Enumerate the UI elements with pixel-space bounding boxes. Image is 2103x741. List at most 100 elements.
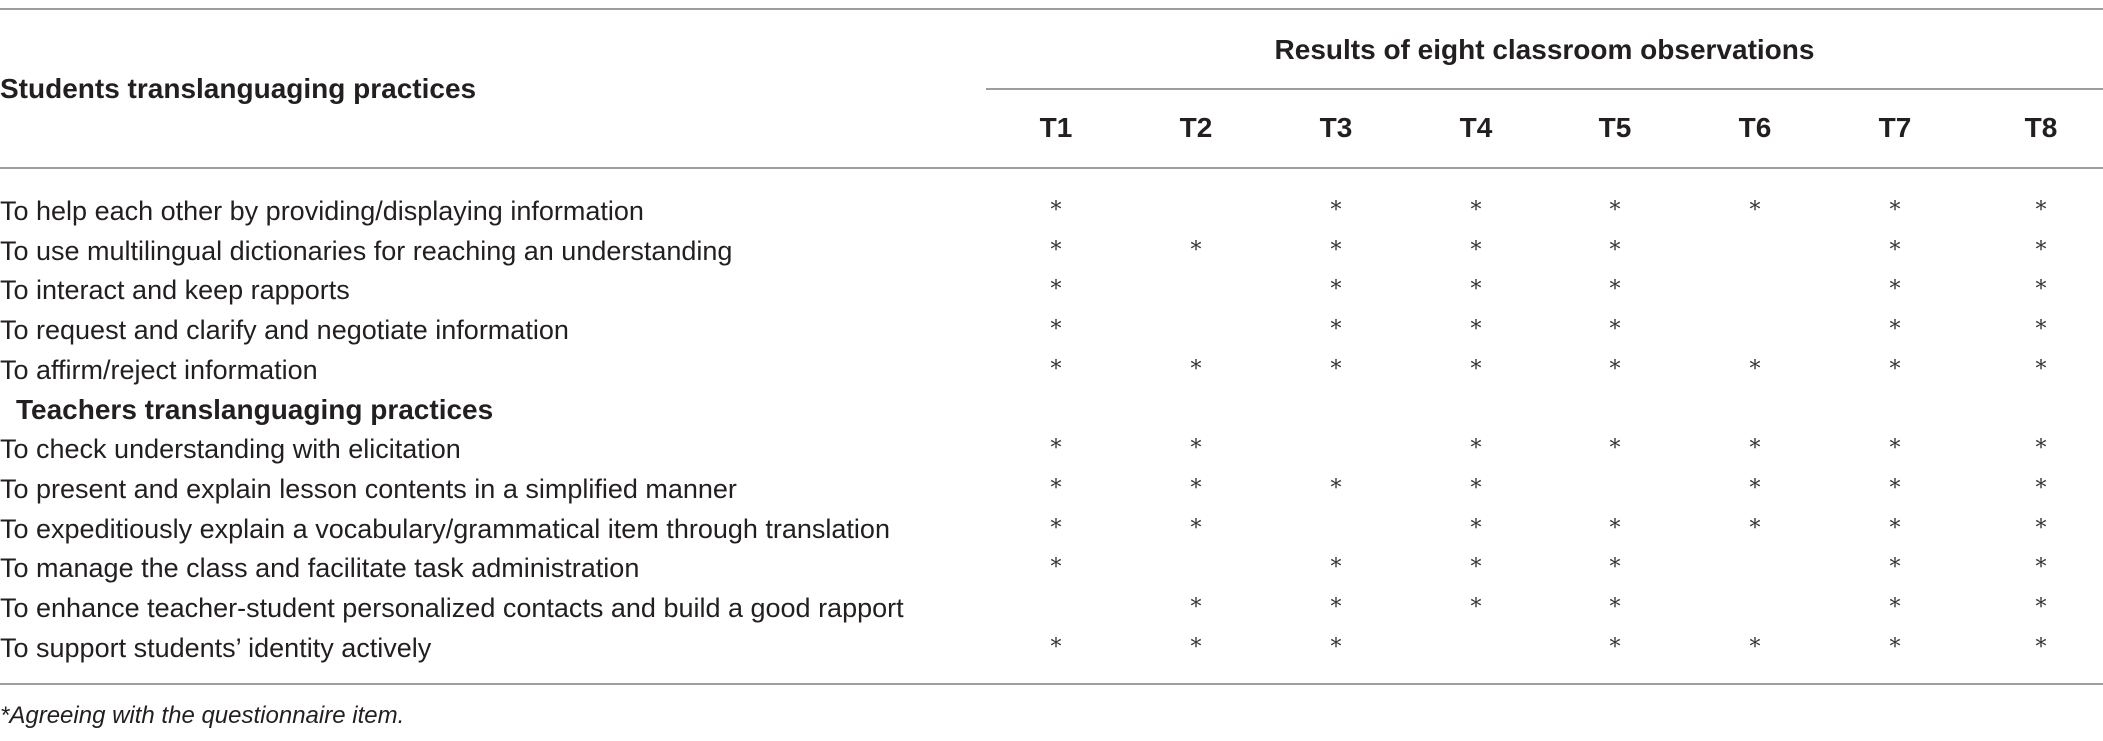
table-cell-t4: * (1470, 277, 1482, 303)
table-footnote: *Agreeing with the questionnaire item. (0, 702, 405, 729)
table-cell-t2: * (1190, 515, 1202, 541)
table-cell-t8: * (2035, 317, 2047, 343)
table-cell-t5: * (1609, 277, 1621, 303)
table-cell-t8: * (2035, 277, 2047, 303)
column-header-t3: T3 (1319, 112, 1353, 143)
table-cell-t1: * (1050, 237, 1062, 263)
table-cell-t8: * (2035, 555, 2047, 581)
table-cell-t6: * (1749, 634, 1761, 660)
table-cell-t7: * (1889, 237, 1901, 263)
table-cell-t2: * (1190, 634, 1202, 660)
table-cell-t3: * (1330, 356, 1342, 382)
table-cell-t4: * (1470, 595, 1482, 620)
table-cell-t8: * (2035, 515, 2047, 541)
table-cell-t5: * (1609, 555, 1621, 581)
table-cell-t5: * (1609, 595, 1621, 620)
table-cell-t4: * (1470, 515, 1482, 541)
table-cell-t4: * (1470, 317, 1482, 343)
row-label: To request and clarify and negotiate inf… (0, 315, 569, 346)
table-cell-t4: * (1470, 436, 1482, 462)
column-header-t4: T4 (1459, 112, 1493, 143)
table-cell-t8: * (2035, 595, 2047, 620)
row-label: To check understanding with elicitation (0, 434, 461, 465)
table-cell-t3: * (1330, 277, 1342, 303)
table-cell-t4: * (1470, 198, 1482, 223)
table-row: To help each other by providing/displayi… (0, 191, 2103, 231)
table-cell-t7: * (1889, 634, 1901, 660)
table-row: To interact and keep rapports * * * * * * (0, 270, 2103, 310)
table-cell-t5: * (1609, 198, 1621, 223)
table-cell-t5: * (1609, 436, 1621, 462)
table-cell-t1: * (1050, 475, 1062, 501)
table-cell-t2: * (1190, 436, 1202, 462)
table-cell-t4: * (1470, 356, 1482, 382)
table-cell-t2: * (1190, 595, 1202, 620)
table-cell-t3: * (1330, 237, 1342, 263)
group-header-rule (986, 88, 2103, 90)
table-cell-t1: * (1050, 277, 1062, 303)
header-bottom-rule (0, 167, 2103, 169)
table-cell-t2: * (1190, 237, 1202, 263)
column-header-t8: T8 (2024, 112, 2058, 143)
table-cell-t3: * (1330, 634, 1342, 660)
table-cell-t6: * (1749, 356, 1761, 382)
table-cell-t8: * (2035, 198, 2047, 223)
column-header-t2: T2 (1179, 112, 1213, 143)
row-label: To manage the class and facilitate task … (0, 553, 640, 584)
table-row: To support students’ identity actively * *… (0, 628, 2103, 668)
table-cell-t1: * (1050, 436, 1062, 462)
table-cell-t7: * (1889, 515, 1901, 541)
table-cell-t4: * (1470, 555, 1482, 581)
table-cell-t7: * (1889, 356, 1901, 382)
stub-column-header: Students translanguaging practices (0, 73, 477, 104)
row-label: To affirm/reject information (0, 354, 318, 385)
table-cell-t7: * (1889, 555, 1901, 581)
table-cell-t2: * (1190, 356, 1202, 382)
table-cell-t1: * (1050, 515, 1062, 541)
column-header-t5: T5 (1598, 112, 1632, 143)
row-label: To expeditiously explain a vocabulary/gr… (0, 513, 890, 544)
table-cell-t6: * (1749, 515, 1761, 541)
table-cell-t8: * (2035, 237, 2047, 263)
table-cell-t1: * (1050, 555, 1062, 581)
table-cell-t1: * (1050, 634, 1062, 660)
group-column-header: Results of eight classroom observations (1274, 34, 1815, 65)
table-cell-t3: * (1330, 595, 1342, 620)
row-label: To present and explain lesson contents i… (0, 473, 737, 504)
row-label: To support students’ identity actively (0, 632, 432, 663)
row-label: To use multilingual dictionaries for rea… (0, 235, 733, 266)
row-label: To enhance teacher-student personalized … (0, 593, 904, 623)
table-cell-t8: * (2035, 634, 2047, 660)
table-row: To request and clarify and negotiate inf… (0, 310, 2103, 350)
table-cell-t1: * (1050, 198, 1062, 223)
table-cell-t5: * (1609, 237, 1621, 263)
table-cell-t4: * (1470, 475, 1482, 501)
table-cell-t7: * (1889, 277, 1901, 303)
table-cell-t5: * (1609, 515, 1621, 541)
table-cell-t6: * (1749, 198, 1761, 223)
table-cell-t7: * (1889, 198, 1901, 223)
table-cell-t7: * (1889, 595, 1901, 620)
column-header-t1: T1 (1039, 112, 1073, 143)
table-cell-t3: * (1330, 555, 1342, 581)
section-header-row: Teachers translanguaging practices (0, 390, 2103, 430)
table-row: To enhance teacher-student personalized … (0, 588, 2103, 628)
table-cell-t4: * (1470, 237, 1482, 263)
table-row: To use multilingual dictionaries for rea… (0, 231, 2103, 271)
table-cell-t7: * (1889, 436, 1901, 462)
row-label: To interact and keep rapports (0, 275, 350, 306)
table-row: To check understanding with elicitation *… (0, 429, 2103, 469)
table-cell-t7: * (1889, 475, 1901, 501)
table-cell-t2: * (1190, 475, 1202, 501)
table-cell-t1: * (1050, 317, 1062, 343)
table-row: To present and explain lesson contents i… (0, 469, 2103, 509)
table-cell-t7: * (1889, 317, 1901, 343)
table-cell-t8: * (2035, 475, 2047, 501)
table-row: To expeditiously explain a vocabulary/gr… (0, 509, 2103, 549)
row-label: To help each other by providing/displayi… (0, 196, 644, 226)
table-cell-t3: * (1330, 317, 1342, 343)
table-cell-t6: * (1749, 475, 1761, 501)
table-cell-t6: * (1749, 436, 1761, 462)
table-cell-t3: * (1330, 475, 1342, 501)
